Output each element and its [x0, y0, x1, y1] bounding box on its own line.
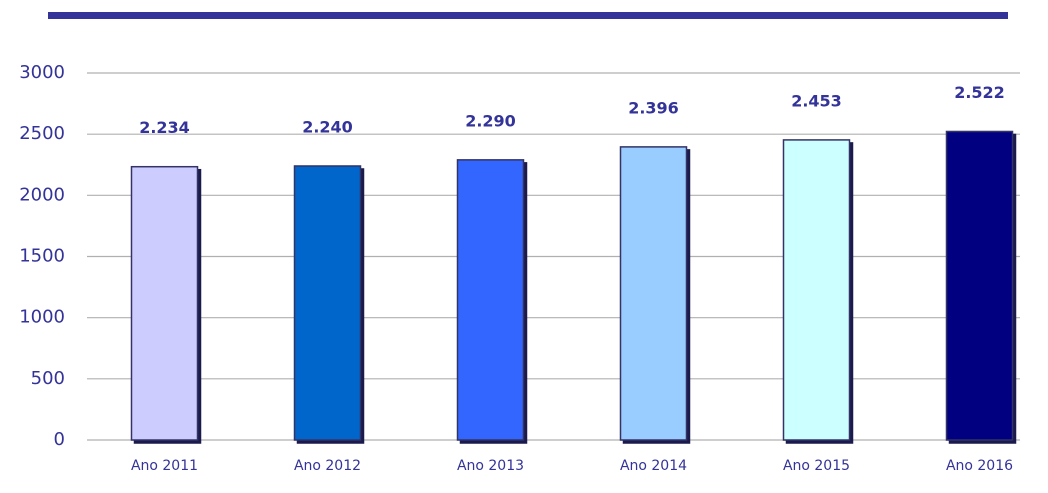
bar [619, 146, 688, 441]
y-tick-label: 3000 [19, 62, 65, 83]
x-tick-label: Ano 2011 [131, 458, 198, 474]
bar [945, 130, 1014, 441]
value-label: 2.290 [465, 111, 516, 130]
x-tick-label: Ano 2016 [946, 458, 1013, 474]
y-tick-label: 1000 [19, 307, 65, 328]
value-label: 2.240 [302, 117, 353, 136]
value-label: 2.234 [139, 118, 190, 137]
y-tick-label: 0 [54, 429, 65, 450]
value-label: 2.522 [954, 83, 1005, 102]
x-tick-label: Ano 2014 [620, 458, 687, 474]
y-tick-label: 2500 [19, 123, 65, 144]
bar [293, 165, 362, 441]
bar [782, 139, 851, 441]
value-label: 2.453 [791, 91, 842, 110]
x-tick-label: Ano 2015 [783, 458, 850, 474]
y-tick-label: 2000 [19, 184, 65, 205]
y-tick-label: 1500 [19, 246, 65, 267]
x-tick-label: Ano 2012 [294, 458, 361, 474]
bar [456, 159, 525, 441]
y-tick-label: 500 [31, 368, 65, 389]
bar [130, 165, 199, 441]
x-tick-label: Ano 2013 [457, 458, 524, 474]
header-rule [48, 12, 1008, 19]
value-label: 2.396 [628, 98, 679, 117]
